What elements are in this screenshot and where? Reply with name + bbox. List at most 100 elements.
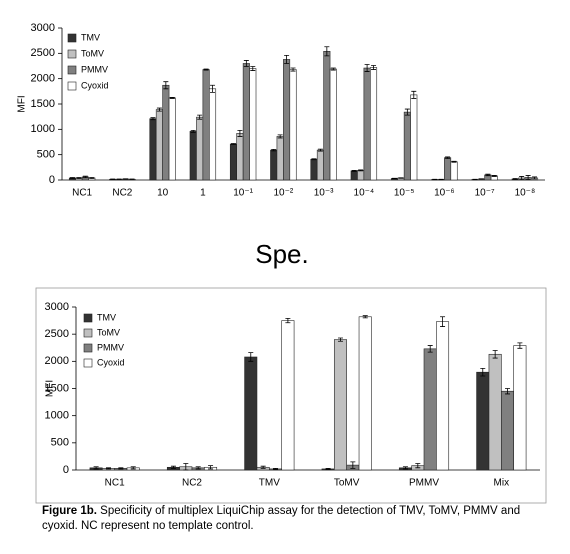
bar <box>370 67 378 181</box>
y-tick-label: 2500 <box>45 328 69 340</box>
error-bar <box>362 315 368 319</box>
error-bar <box>525 175 531 180</box>
x-tick-label: NC1 <box>72 188 92 199</box>
y-tick-label: 1000 <box>31 123 55 135</box>
bar <box>316 149 324 181</box>
error-bar <box>169 97 175 99</box>
error-bar <box>150 117 156 121</box>
legend-label: TMV <box>97 312 116 322</box>
error-bar <box>197 114 203 120</box>
error-bar <box>105 467 111 470</box>
bar <box>281 320 295 471</box>
y-tick-label: 2000 <box>31 73 55 85</box>
error-bar <box>69 177 75 179</box>
bar <box>357 170 365 181</box>
error-bar <box>415 463 421 469</box>
error-bar <box>118 467 124 470</box>
bar <box>436 321 450 471</box>
bar <box>358 316 372 471</box>
x-tick-label: NC1 <box>105 478 125 489</box>
error-bar <box>512 178 518 180</box>
error-bar <box>93 466 99 470</box>
y-tick-label: 0 <box>63 464 69 476</box>
error-bar <box>325 467 331 470</box>
error-bar <box>505 388 511 395</box>
error-bar <box>517 342 523 349</box>
bar <box>350 170 358 181</box>
error-bar <box>230 143 236 145</box>
error-bar <box>324 46 330 57</box>
error-bar <box>330 67 336 71</box>
caption: Figure 1b. Specificity of multiplex Liqu… <box>42 504 542 534</box>
error-bar <box>485 173 491 177</box>
y-tick-label: 500 <box>51 437 69 449</box>
legend-swatch <box>83 328 93 338</box>
error-bar <box>402 466 408 470</box>
legend-label: TMV <box>81 32 100 42</box>
error-bar <box>237 129 243 137</box>
y-tick-label: 1000 <box>45 410 69 422</box>
x-tick-label: TMV <box>259 478 280 489</box>
error-bar <box>203 68 209 71</box>
error-bar <box>358 169 364 172</box>
error-bar <box>451 160 457 163</box>
error-bar <box>208 465 214 470</box>
bar <box>323 51 331 181</box>
x-tick-label: 10⁻⁷ <box>475 188 495 199</box>
bar <box>270 149 278 181</box>
error-bar <box>398 177 404 179</box>
error-bar <box>190 129 196 133</box>
bar <box>189 131 197 181</box>
error-bar <box>337 337 343 342</box>
error-bar <box>271 148 277 152</box>
bar <box>513 345 527 471</box>
legend-swatch <box>67 65 77 75</box>
error-bar <box>404 108 410 116</box>
bar <box>444 157 452 181</box>
x-tick-label: 10⁻¹ <box>233 188 253 199</box>
error-bar <box>129 178 135 180</box>
error-bar <box>351 169 357 172</box>
bar <box>236 133 244 181</box>
error-bar <box>76 177 82 179</box>
error-bar <box>285 318 291 324</box>
bar <box>276 136 284 181</box>
legend-swatch <box>67 33 77 43</box>
error-bar <box>371 65 377 70</box>
x-tick-label: ToMV <box>334 478 360 489</box>
error-bar <box>284 54 290 64</box>
error-bar <box>110 178 116 180</box>
bar <box>155 109 163 181</box>
error-bar <box>170 465 176 469</box>
bar <box>423 348 437 471</box>
bar <box>283 59 291 181</box>
bar <box>363 67 371 181</box>
bar <box>501 390 515 471</box>
legend-label: PMMV <box>81 64 108 74</box>
x-tick-label: Mix <box>494 478 510 489</box>
error-bar <box>491 175 497 177</box>
legend-label: ToMV <box>81 48 104 58</box>
legend-swatch <box>83 358 93 368</box>
error-bar <box>317 148 323 152</box>
error-bar <box>277 134 283 139</box>
y-tick-label: 500 <box>37 149 55 161</box>
y-axis-label: MFI <box>17 95 28 112</box>
error-bar <box>438 178 444 181</box>
error-bar <box>156 107 162 112</box>
caption-label: Figure 1b. <box>42 505 97 517</box>
error-bar <box>248 352 254 362</box>
legend-swatch <box>67 81 77 91</box>
error-bar <box>116 178 122 180</box>
error-bar <box>350 461 356 469</box>
x-tick-label: 1 <box>200 188 206 199</box>
error-bar <box>290 67 296 72</box>
x-tick-label: PMMV <box>409 478 439 489</box>
y-tick-label: 3000 <box>45 301 69 313</box>
y-tick-label: 0 <box>49 174 55 186</box>
bar <box>310 158 318 181</box>
caption-text: Specificity of multiplex LiquiChip assay… <box>42 505 521 532</box>
x-tick-label: 10⁻⁴ <box>354 188 375 199</box>
bar <box>249 68 257 181</box>
